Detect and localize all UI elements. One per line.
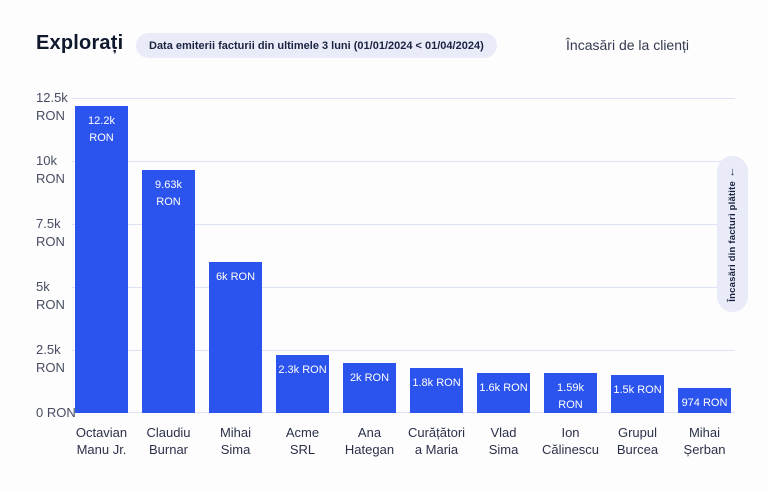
bar-value-label: 1.6k RON: [479, 382, 528, 394]
y-axis-tick: 12.5k RON: [36, 90, 68, 123]
bar[interactable]: 6k RON: [209, 262, 262, 413]
date-filter-badge[interactable]: Data emiterii facturii din ultimele 3 lu…: [136, 33, 497, 58]
y-axis-tick: 10k RON: [36, 153, 65, 186]
bar[interactable]: 974 RON: [678, 388, 731, 413]
x-axis-label: Octavian Manu Jr.: [75, 425, 128, 457]
bar[interactable]: 2k RON: [343, 363, 396, 413]
gridline: [72, 161, 735, 162]
bar-value-label: 2.3k RON: [278, 364, 327, 376]
paid-invoices-sort-button[interactable]: ↓ Încasări din facturi plătite: [717, 156, 748, 312]
arrow-down-icon: ↓: [729, 165, 736, 178]
page-title: Explorați: [36, 32, 124, 54]
bar-chart-plot: 12.2k RON 9.63k RON 6k RON 2.3k RON 2k RON 1.…: [72, 98, 735, 413]
bar[interactable]: 1.59k RON: [544, 373, 597, 413]
bar-value-label: 9.63k RON: [155, 179, 182, 208]
x-axis-label: Ana Hategan: [344, 425, 395, 457]
gridline: [72, 412, 735, 413]
bar-value-label: 1.5k RON: [613, 384, 662, 396]
y-axis-tick: 7.5k RON: [36, 216, 65, 249]
gridline: [72, 287, 735, 288]
bar[interactable]: 9.63k RON: [142, 170, 195, 413]
x-axis-label: Grupul Burcea: [616, 425, 659, 457]
bar-value-label: 1.59k RON: [557, 382, 584, 411]
y-axis-tick: 5k RON: [36, 279, 65, 312]
bar-value-label: 12.2k RON: [88, 115, 115, 144]
bar-value-label: 974 RON: [681, 397, 728, 409]
gridline: [72, 98, 735, 99]
x-axis-label: Curățătoria Maria: [407, 425, 466, 457]
x-axis-label: Mihai Sima: [219, 425, 252, 457]
x-axis-label: Ion Călinescu: [541, 425, 600, 457]
x-axis-label: Acme SRL: [285, 425, 320, 457]
x-axis-label: Vlad Sima: [488, 425, 519, 457]
y-axis-tick: 2.5k RON: [36, 342, 65, 375]
bar[interactable]: 1.5k RON: [611, 375, 664, 413]
gridline: [72, 224, 735, 225]
x-axis-label: Mihai Șerban: [683, 425, 726, 457]
bar[interactable]: 1.8k RON: [410, 368, 463, 413]
bar-value-label: 6k RON: [215, 271, 256, 283]
y-axis-tick: 0 RON: [36, 405, 76, 420]
bar[interactable]: 12.2k RON: [75, 106, 128, 413]
bar-value-label: 1.8k RON: [412, 377, 461, 389]
x-axis-label: Claudiu Burnar: [146, 425, 191, 457]
paid-invoices-sort-label: Încasări din facturi plătite: [727, 180, 738, 302]
chart-title: Încasări de la clienți: [566, 37, 689, 53]
bar[interactable]: 1.6k RON: [477, 373, 530, 413]
gridline: [72, 350, 735, 351]
bar-value-label: 2k RON: [349, 372, 390, 384]
bar[interactable]: 2.3k RON: [276, 355, 329, 413]
